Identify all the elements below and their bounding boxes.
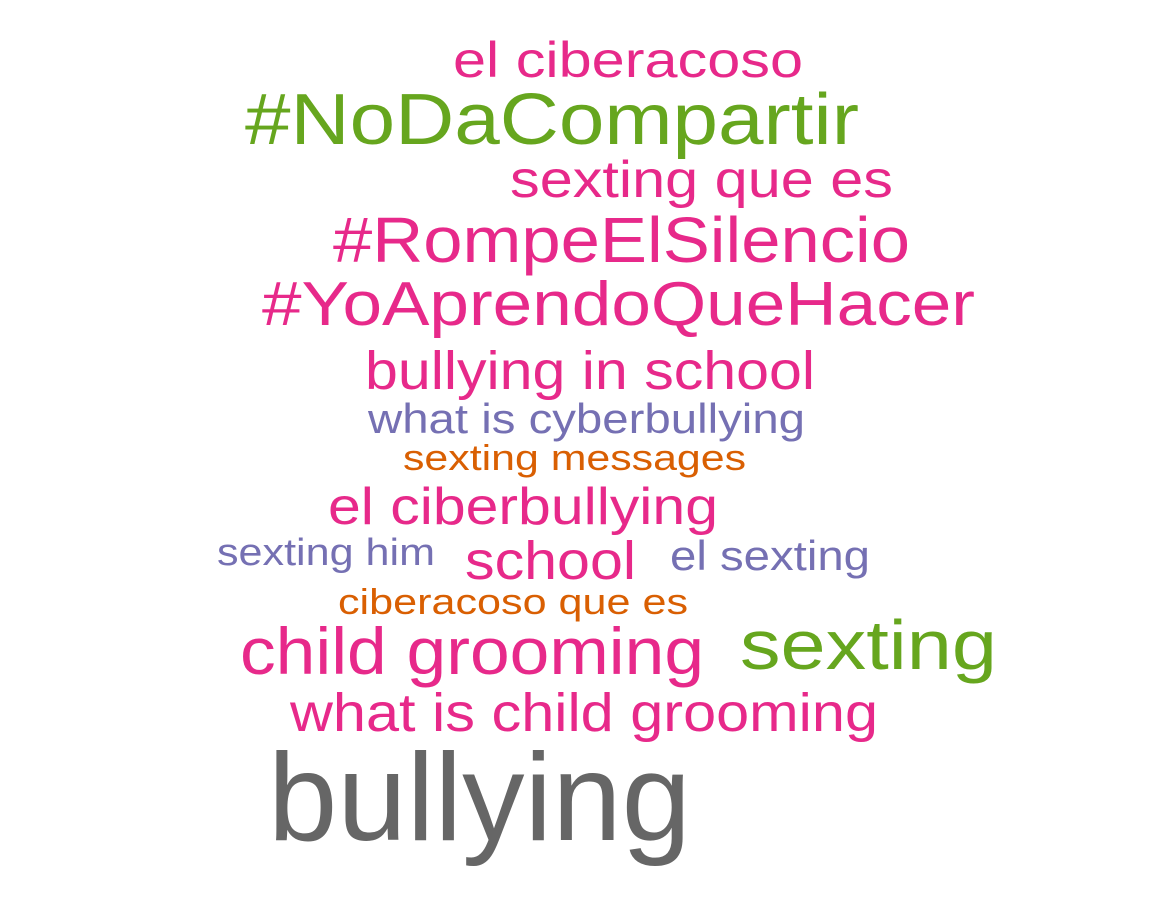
word-bullying-in-school: bullying in school — [365, 341, 815, 401]
word-sexting-que-es: sexting que es — [510, 151, 893, 209]
word-el-ciberacoso: el ciberacoso — [453, 32, 803, 88]
word-school: school — [465, 531, 637, 591]
word-el-sexting: el sexting — [670, 532, 871, 579]
word-what-is-child-grooming: what is child grooming — [290, 683, 879, 743]
word-nodacompartir: #NoDaCompartir — [245, 80, 859, 160]
word-rompeelsilencio: #RompeElSilencio — [333, 204, 911, 276]
word-sexting-him: sexting him — [217, 532, 435, 574]
word-sexting: sexting — [740, 606, 997, 684]
word-yoaprendoquehacer: #YoAprendoQueHacer — [262, 270, 975, 339]
word-what-is-cyberbullying: what is cyberbullying — [368, 395, 806, 442]
word-el-ciberbullying: el ciberbullying — [328, 478, 718, 536]
word-ciberacoso-que-es: ciberacoso que es — [338, 581, 689, 622]
word-bullying: bullying — [268, 729, 691, 867]
word-child-grooming: child grooming — [240, 614, 705, 688]
word-sexting-messages: sexting messages — [403, 437, 747, 478]
